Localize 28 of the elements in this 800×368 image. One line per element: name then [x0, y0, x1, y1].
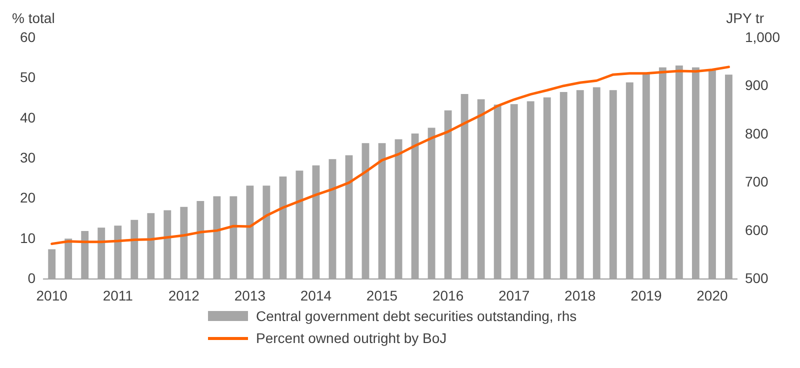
- y-tick-label: 30: [20, 149, 36, 166]
- y2-tick-label: 900: [744, 77, 769, 94]
- x-tick-label: 2016: [432, 287, 464, 304]
- y2-tick-label: 500: [744, 270, 769, 286]
- x-tick-label: 2017: [498, 287, 530, 304]
- y2-tick-label: 1,000: [744, 28, 780, 45]
- y2-axis-title: JPY tr: [726, 10, 764, 26]
- y2-tick-label: 800: [744, 125, 769, 142]
- y-tick-label: 0: [28, 270, 36, 286]
- legend-label: Central government debt securities outstanding, rhs: [256, 308, 577, 324]
- x-tick-label: 2018: [564, 287, 596, 304]
- legend-label: Percent owned outright by BoJ: [256, 330, 447, 346]
- y-tick-label: 50: [20, 69, 36, 86]
- y-tick-label: 10: [20, 230, 36, 246]
- y2-tick-label: 700: [744, 174, 769, 190]
- x-tick-label: 2012: [168, 287, 200, 304]
- y-tick-label: 60: [20, 28, 36, 45]
- y-tick-label: 40: [20, 109, 36, 126]
- x-tick-label: 2011: [102, 287, 134, 304]
- x-tick-label: 2013: [234, 287, 266, 304]
- y-tick-label: 20: [20, 190, 36, 206]
- x-tick-label: 2010: [36, 287, 68, 304]
- y-axis-title: % total: [12, 10, 55, 26]
- x-tick-label: 2014: [300, 287, 332, 304]
- y2-tick-label: 600: [744, 222, 769, 238]
- x-tick-label: 2015: [366, 287, 398, 304]
- x-tick-label: 2019: [630, 287, 662, 304]
- x-tick-label: 2020: [696, 287, 728, 304]
